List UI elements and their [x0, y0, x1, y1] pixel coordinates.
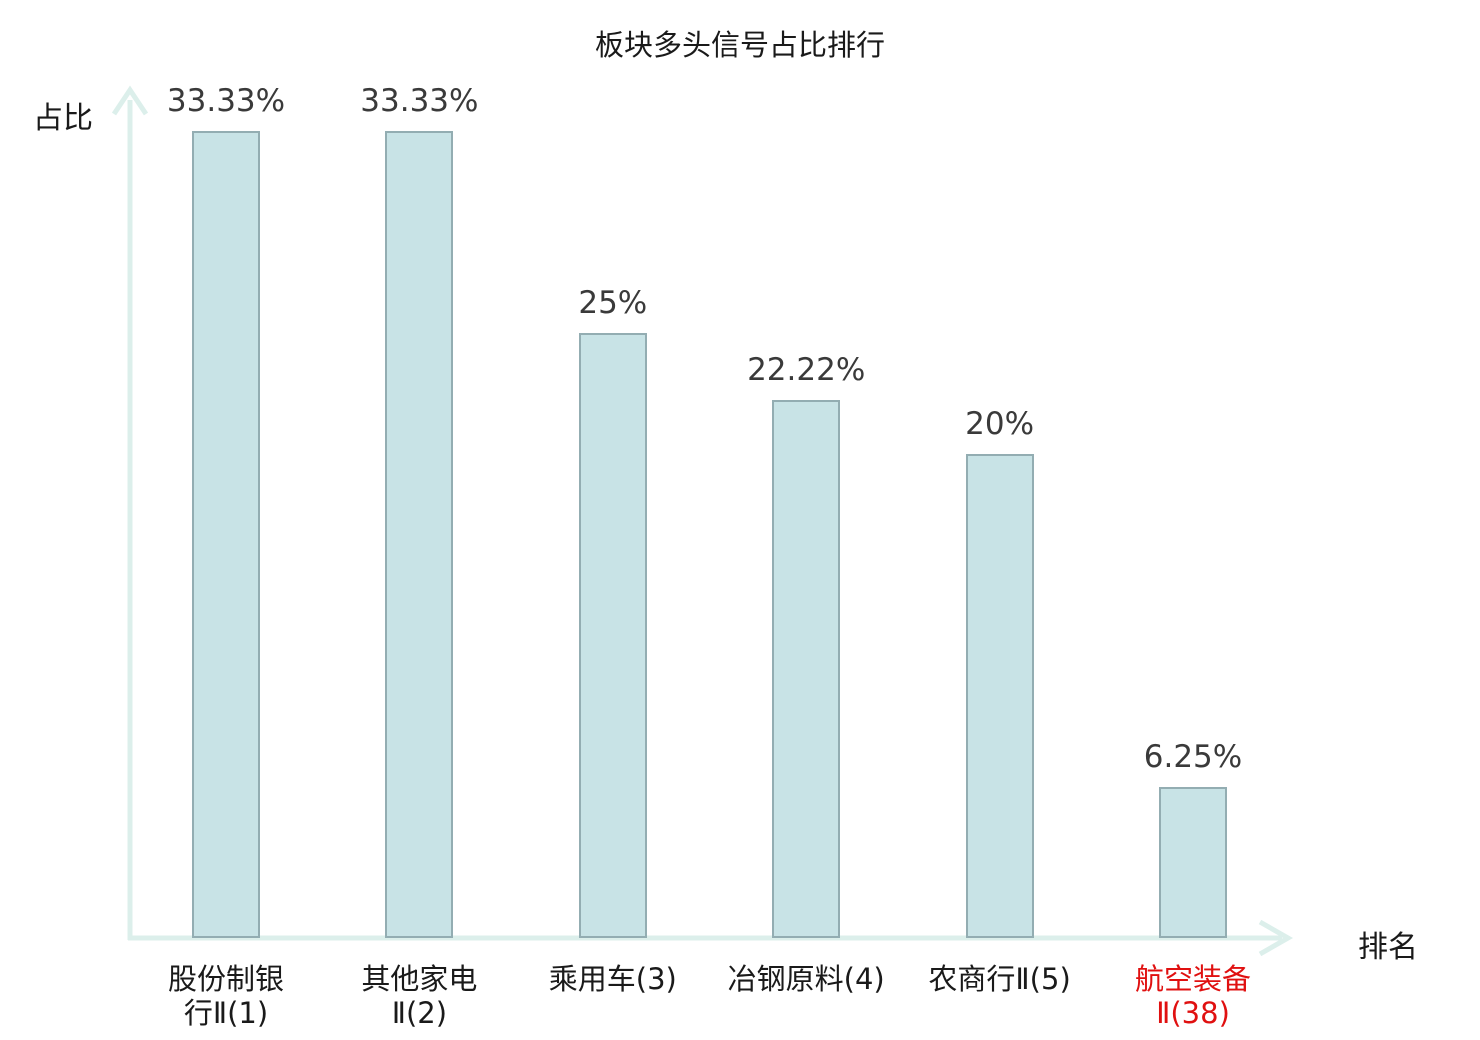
bar-value-label: 20% [965, 406, 1035, 442]
bar-category-label: 股份制银 行Ⅱ(1) [167, 962, 284, 1030]
bar [965, 454, 1034, 938]
x-axis-label: 排名 [1358, 930, 1418, 965]
y-axis-label: 占比 [33, 101, 93, 136]
bar-value-label: 25% [578, 285, 648, 321]
bar-category-label: 农商行Ⅱ(5) [928, 962, 1071, 996]
bar-value-label: 22.22% [747, 352, 866, 388]
x-axis-arrow-icon [1258, 919, 1294, 957]
y-axis-arrow-icon [111, 85, 149, 116]
chart-title: 板块多头信号占比排行 [594, 28, 885, 62]
bar [385, 131, 454, 938]
bar-value-label: 33.33% [166, 83, 286, 119]
bar-value-label: 6.25% [1143, 739, 1243, 775]
bar-category-label: 乘用车(3) [548, 962, 677, 996]
bar [192, 131, 260, 938]
bar-category-label: 航空装备 Ⅱ(38) [1134, 962, 1251, 1030]
bar [1159, 787, 1227, 938]
bar [772, 400, 841, 938]
bar-category-label: 冶钢原料(4) [727, 962, 885, 996]
bar-category-label: 其他家电 Ⅱ(2) [361, 962, 478, 1030]
bar-value-label: 33.33% [360, 83, 479, 119]
bar [578, 333, 647, 938]
